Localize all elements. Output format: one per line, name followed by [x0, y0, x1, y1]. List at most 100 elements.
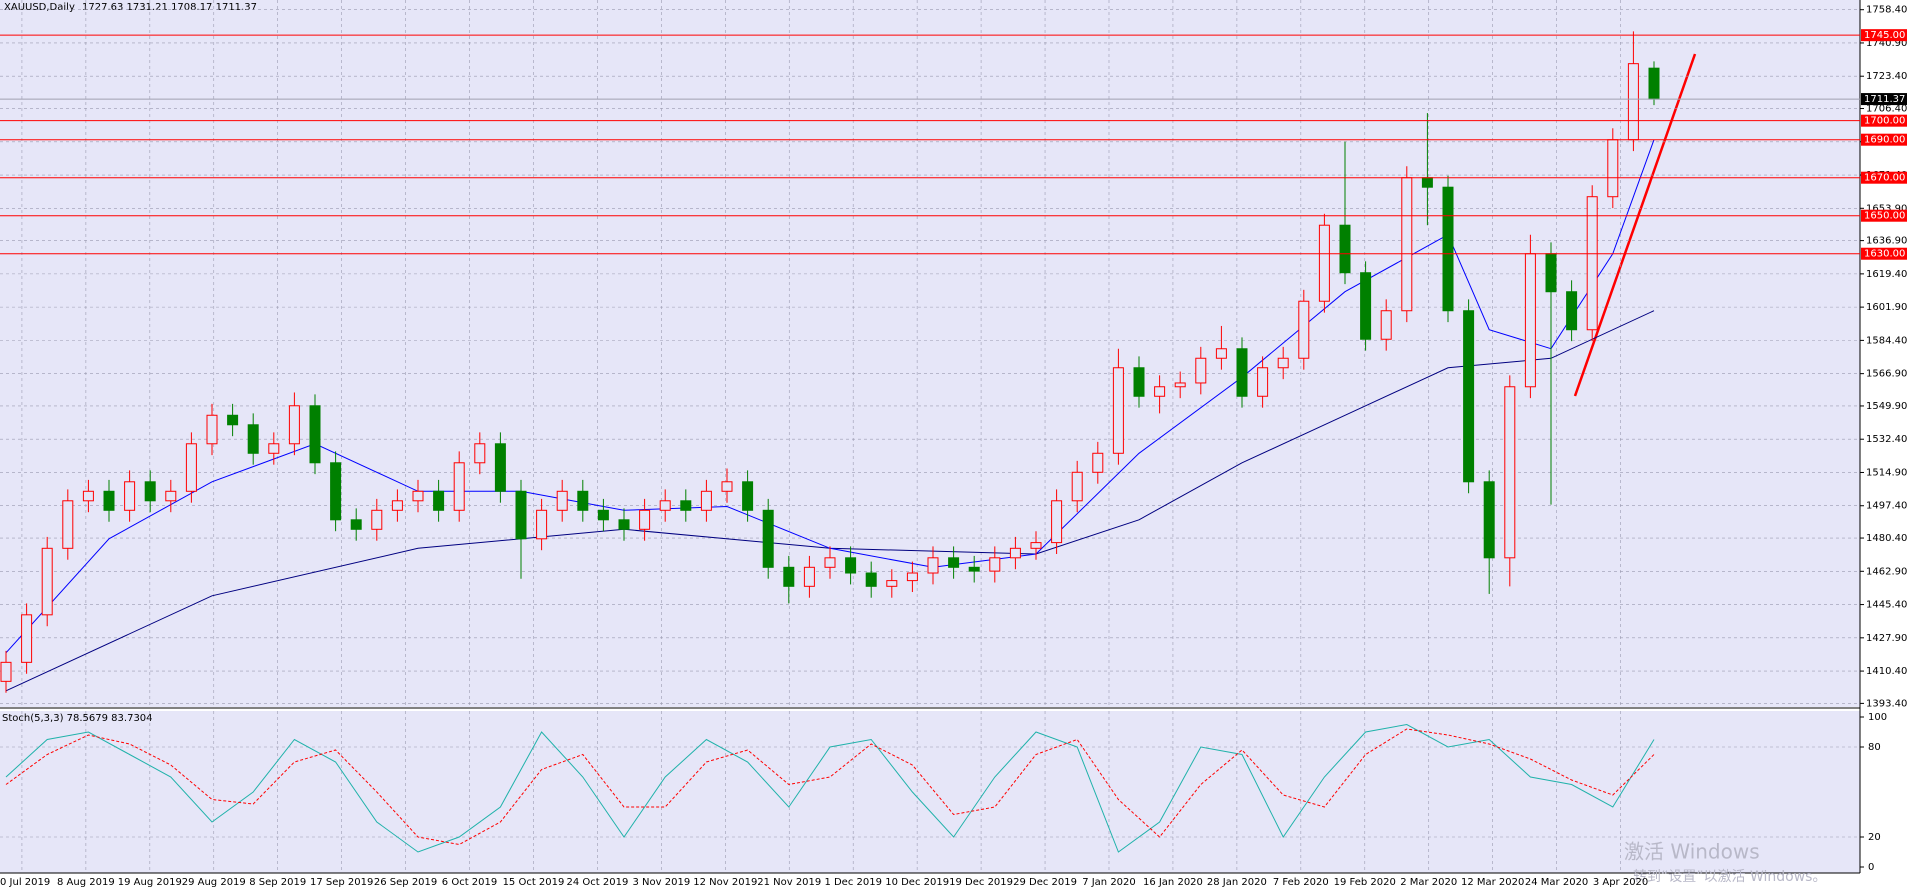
last-price-label: 1711.37 — [1864, 94, 1905, 105]
y-tick-label: 1427.90 — [1866, 633, 1907, 644]
candle-body — [865, 572, 877, 587]
y-tick-label: 1723.40 — [1866, 71, 1907, 82]
price-level-label: 1650.00 — [1864, 211, 1905, 222]
y-tick-label: 1636.90 — [1866, 236, 1907, 247]
candle-body — [62, 500, 74, 549]
candle-body — [659, 500, 671, 511]
x-tick-label: 24 Mar 2020 — [1525, 877, 1588, 888]
candle-body — [948, 557, 960, 568]
candle-body — [577, 490, 589, 511]
candle-body — [824, 557, 836, 568]
y-tick-label: 1740.90 — [1866, 38, 1907, 49]
y-tick-label: 1566.90 — [1866, 369, 1907, 380]
x-tick-label: 29 Dec 2019 — [1013, 877, 1077, 888]
x-tick-label: 1 Dec 2019 — [824, 877, 882, 888]
x-tick-label: 17 Sep 2019 — [310, 877, 373, 888]
candle-body — [968, 566, 980, 572]
x-tick-label: 3 Nov 2019 — [633, 877, 691, 888]
candle-body — [1174, 382, 1186, 388]
y-tick-label: 1514.90 — [1866, 467, 1907, 478]
x-tick-label: 26 Sep 2019 — [374, 877, 437, 888]
candle-body — [1051, 500, 1063, 544]
candle-body — [82, 490, 94, 502]
watermark-subtitle: 转到“设置”以激活 Windows。 — [1633, 868, 1826, 885]
x-tick-label: 30 Jul 2019 — [0, 877, 50, 888]
symbol-title: XAUUSD,Daily — [4, 2, 75, 13]
x-tick-label: 12 Nov 2019 — [693, 877, 757, 888]
candle-body — [556, 490, 568, 511]
candle-body — [1442, 186, 1454, 312]
candle-body — [1236, 348, 1248, 397]
y-tick-label: 1445.40 — [1866, 600, 1907, 611]
y-tick-label: 1706.40 — [1866, 104, 1907, 115]
candle-body — [1360, 272, 1372, 340]
stoch-tick-label: 0 — [1868, 862, 1874, 873]
candle-body — [124, 481, 136, 511]
price-panel — [0, 0, 1860, 707]
stoch-tick-label: 20 — [1868, 832, 1881, 843]
candle-body — [1133, 367, 1145, 397]
candle-body — [0, 661, 12, 682]
price-level-tag — [1861, 29, 1907, 42]
candle-body — [1380, 310, 1392, 340]
price-level-label: 1700.00 — [1864, 116, 1905, 127]
candle-body — [474, 443, 486, 464]
candle-body — [247, 424, 259, 454]
x-tick-label: 8 Sep 2019 — [249, 877, 306, 888]
x-tick-label: 24 Oct 2019 — [567, 877, 629, 888]
x-tick-label: 2 Mar 2020 — [1400, 877, 1457, 888]
watermark-title: 激活 Windows — [1624, 840, 1760, 864]
candle-body — [845, 557, 857, 574]
candle-body — [268, 443, 280, 454]
candle-body — [700, 490, 712, 511]
candle-body — [906, 572, 918, 582]
candle-body — [1524, 253, 1536, 388]
x-tick-label: 19 Aug 2019 — [118, 877, 182, 888]
candle-body — [1504, 386, 1516, 559]
x-tick-label: 29 Aug 2019 — [182, 877, 246, 888]
x-tick-label: 19 Dec 2019 — [949, 877, 1013, 888]
candle-body — [1257, 367, 1269, 397]
candle-body — [1648, 67, 1660, 100]
candle-body — [1483, 481, 1495, 559]
y-tick-label: 1480.40 — [1866, 533, 1907, 544]
y-tick-label: 1758.40 — [1866, 5, 1907, 16]
candle-body — [330, 462, 342, 521]
candle-body — [371, 509, 383, 530]
candle-body — [742, 481, 754, 511]
candle-body — [1566, 291, 1578, 331]
x-tick-label: 10 Dec 2019 — [885, 877, 949, 888]
candle-body — [618, 519, 630, 530]
candle-body — [721, 481, 733, 492]
candle-body — [886, 580, 898, 587]
candle-body — [1277, 357, 1289, 369]
candle-body — [103, 490, 115, 511]
candle-body — [494, 443, 506, 492]
candle-body — [1421, 177, 1433, 188]
candle-body — [165, 490, 177, 502]
price-level-label: 1670.00 — [1864, 173, 1905, 184]
x-tick-label: 15 Oct 2019 — [503, 877, 565, 888]
price-level-tag — [1861, 209, 1907, 222]
candle-body — [1607, 139, 1619, 198]
candle-body — [639, 509, 651, 530]
candle-body — [21, 614, 33, 663]
stoch-tick-label: 80 — [1868, 742, 1881, 753]
stochastic-panel — [0, 711, 1860, 873]
price-level-label: 1630.00 — [1864, 249, 1905, 260]
x-tick-label: 7 Jan 2020 — [1082, 877, 1136, 888]
candle-body — [680, 500, 692, 511]
candle-body — [206, 414, 218, 445]
price-level-tag — [1861, 247, 1907, 260]
candle-body — [989, 557, 1001, 572]
y-tick-label: 1601.90 — [1866, 302, 1907, 313]
candle-body — [288, 405, 300, 445]
y-tick-label: 1619.40 — [1866, 269, 1907, 280]
y-tick-label: 1653.90 — [1866, 203, 1907, 214]
price-level-tag — [1861, 133, 1907, 146]
y-tick-label: 1532.40 — [1866, 434, 1907, 445]
candle-body — [1401, 177, 1413, 312]
candle-body — [1215, 348, 1227, 359]
candle-body — [783, 566, 795, 587]
